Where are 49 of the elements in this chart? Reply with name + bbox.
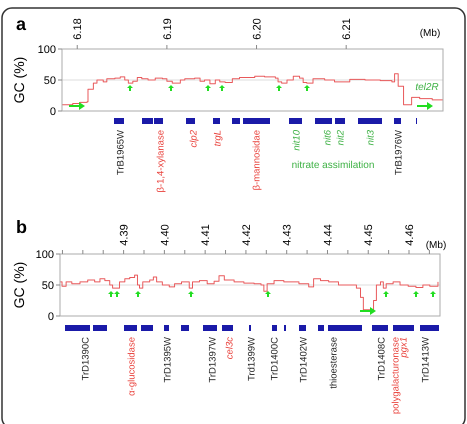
x-tick-label: 6.21 bbox=[341, 18, 354, 40]
text: nit3 bbox=[366, 129, 376, 146]
text: polygalacturonase bbox=[390, 337, 402, 414]
y-tick-label: 0 bbox=[50, 106, 56, 118]
text: trgL bbox=[212, 130, 224, 146]
y-tick-label: 0 bbox=[48, 311, 54, 323]
text: cel3c bbox=[224, 336, 236, 360]
y-axis-title: GC (%) bbox=[11, 56, 27, 104]
text: TrD1397W bbox=[208, 336, 218, 383]
text: TrD1413W bbox=[420, 336, 432, 383]
annotation: tel2R bbox=[415, 82, 439, 93]
x-tick-label: 4.43 bbox=[282, 224, 294, 246]
text: nitrate assimilation bbox=[292, 160, 374, 171]
y-tick-label: 100 bbox=[38, 44, 56, 56]
x-tick-label: 6.18 bbox=[72, 18, 84, 40]
text: TrD1400C bbox=[270, 336, 280, 380]
x-tick-label: 4.41 bbox=[200, 224, 212, 246]
text: Trd1399W bbox=[246, 336, 258, 381]
x-tick-label: 4.45 bbox=[363, 224, 376, 246]
text: pgx1 bbox=[398, 337, 410, 359]
y-axis-title: GC (%) bbox=[11, 262, 27, 308]
text: β-1,4-xylanase bbox=[156, 130, 166, 192]
y-tick-label: 100 bbox=[36, 249, 54, 261]
text: TrB1965W bbox=[116, 130, 126, 176]
text: thioesterase bbox=[328, 337, 340, 389]
text: β-mannosidae bbox=[252, 130, 262, 190]
text: α-glucosidase bbox=[126, 337, 138, 396]
text: TrD1402W bbox=[298, 336, 310, 383]
text: TrD1390C bbox=[80, 336, 92, 380]
x-tick-label: 6.20 bbox=[252, 18, 264, 40]
y-tick-label: 50 bbox=[44, 75, 56, 87]
x-axis-title: (Mb) bbox=[420, 28, 440, 39]
text: clp2 bbox=[188, 129, 200, 148]
chart-title: a bbox=[16, 14, 27, 34]
y-tick-label: 50 bbox=[42, 280, 54, 292]
text: nit2 bbox=[336, 129, 346, 146]
x-tick-label: 4.46 bbox=[404, 224, 416, 246]
x-tick-label: 4.39 bbox=[118, 224, 131, 246]
text: nit6 bbox=[322, 129, 334, 146]
chart-title: b bbox=[16, 217, 27, 237]
text: nit10 bbox=[292, 129, 302, 151]
text: TrD1395W bbox=[162, 336, 174, 383]
x-tick-label: 6.19 bbox=[162, 18, 174, 40]
x-axis-title: (Mb) bbox=[426, 240, 446, 251]
x-tick-label: 4.42 bbox=[240, 224, 253, 246]
x-tick-label: 4.44 bbox=[322, 224, 334, 246]
text: TrB1976W bbox=[394, 130, 404, 176]
x-tick-label: 4.40 bbox=[159, 224, 172, 246]
text: TrD1408C bbox=[376, 336, 388, 380]
